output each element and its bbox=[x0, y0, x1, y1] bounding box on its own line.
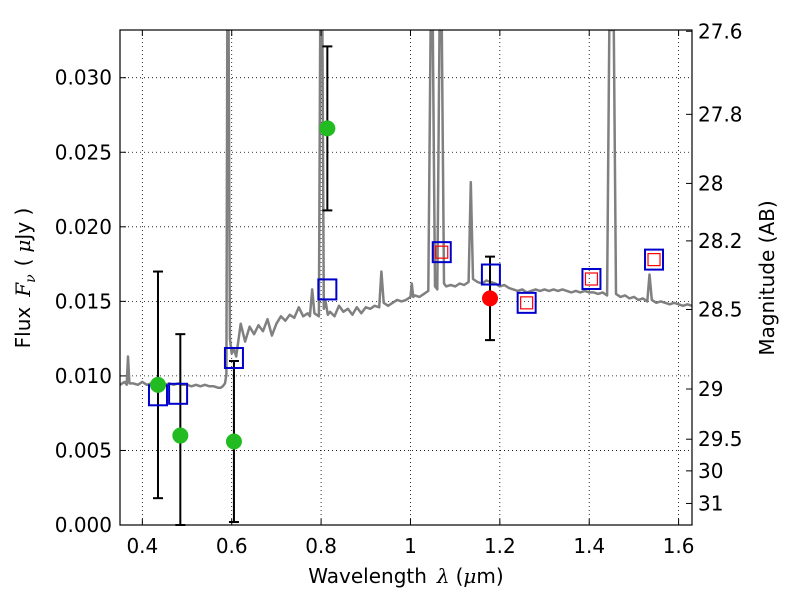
plot-frame bbox=[119, 29, 693, 526]
axis-layer: 0.4 0.6 0.8 1 1.2 1.4 1.6 0.000 0.005 0.010 0.015 0… bbox=[55, 19, 743, 558]
x-tick-label: 1.6 bbox=[663, 534, 695, 558]
red-square-point bbox=[647, 253, 661, 267]
blue-square-point bbox=[223, 347, 244, 370]
mag-tick-label: 29.5 bbox=[698, 427, 743, 451]
blue-square-point bbox=[644, 248, 665, 271]
blue-square-point bbox=[581, 267, 602, 290]
blue-square-point bbox=[480, 263, 501, 286]
y-tick-label: 0.015 bbox=[55, 289, 112, 313]
green-point bbox=[319, 120, 336, 137]
red-square-point bbox=[584, 272, 599, 286]
data-layer bbox=[120, 30, 692, 390]
x-tick-label: 0.4 bbox=[126, 534, 158, 558]
y-tick-label: 0.020 bbox=[55, 215, 112, 239]
mag-tick-label: 31 bbox=[698, 491, 723, 515]
mag-tick-label: 28 bbox=[698, 171, 723, 195]
x-tick-label: 0.6 bbox=[216, 534, 248, 558]
blue-square-point bbox=[431, 241, 452, 264]
mag-tick-label: 27.8 bbox=[698, 102, 743, 126]
x-tick-label: 0.8 bbox=[305, 534, 337, 558]
y-tick-label: 0.000 bbox=[55, 513, 112, 537]
errorbar-layer bbox=[147, 45, 665, 526]
spectrum-line bbox=[120, 30, 692, 390]
y-tick-label: 0.025 bbox=[55, 140, 112, 164]
red-square-point bbox=[435, 245, 449, 259]
y2-axis-label: Magnitude (AB) bbox=[755, 200, 779, 355]
y-axis-label: FluxFν(μJy ) bbox=[11, 208, 39, 349]
red-point bbox=[482, 290, 499, 307]
y-tick-label: 0.005 bbox=[55, 438, 112, 462]
y-tick-label: 0.010 bbox=[55, 364, 112, 388]
mag-tick-label: 28.2 bbox=[698, 229, 743, 253]
green-point bbox=[225, 433, 242, 450]
blue-square-point bbox=[317, 278, 338, 301]
x-axis-label: Wavelength λ (μm) bbox=[308, 564, 503, 588]
mag-tick-label: 29 bbox=[698, 377, 723, 401]
x-tick-label: 1.4 bbox=[573, 534, 605, 558]
y-tick-label: 0.030 bbox=[55, 66, 112, 90]
blue-square-point bbox=[168, 382, 189, 405]
x-tick-label: 1 bbox=[404, 534, 417, 558]
mag-tick-label: 30 bbox=[698, 459, 723, 483]
x-tick-label: 1.2 bbox=[484, 534, 516, 558]
green-point bbox=[172, 427, 189, 444]
red-square-point bbox=[520, 296, 534, 310]
blue-square-point bbox=[516, 291, 537, 314]
mag-tick-label: 27.6 bbox=[698, 19, 743, 43]
mag-tick-label: 28.5 bbox=[698, 297, 743, 321]
green-point bbox=[149, 376, 166, 393]
